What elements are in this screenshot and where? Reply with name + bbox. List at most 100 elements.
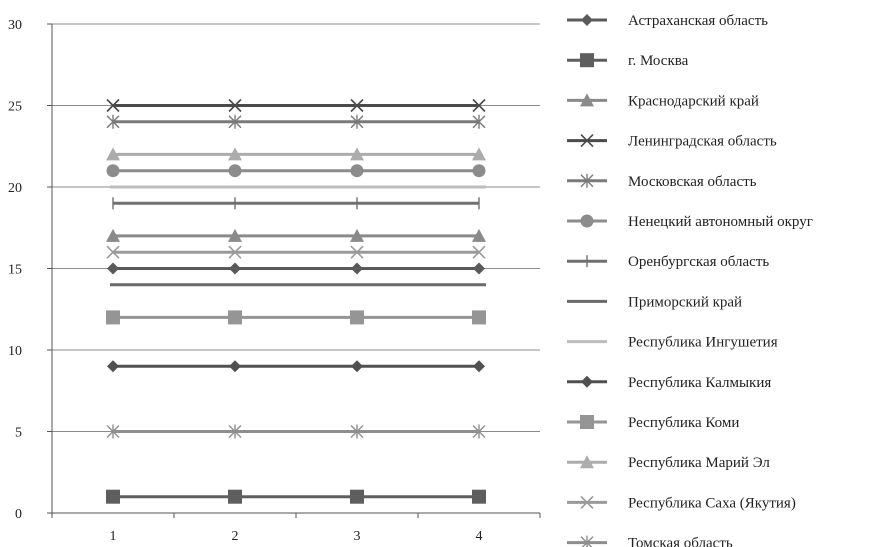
legend-entry: Московская область xyxy=(567,173,757,190)
data-point xyxy=(106,228,120,242)
legend-marker xyxy=(580,134,594,148)
legend-entry: Республика Калмыкия xyxy=(567,375,771,391)
legend-entry: Астраханская область xyxy=(567,13,768,29)
data-point xyxy=(106,164,120,178)
series-7 xyxy=(112,197,480,210)
data-point xyxy=(106,310,120,325)
legend-label: Республика Ингушетия xyxy=(628,335,778,351)
data-point xyxy=(350,245,364,259)
data-point xyxy=(106,245,120,259)
data-point xyxy=(472,228,486,242)
data-point xyxy=(107,360,119,373)
gridlines xyxy=(52,23,540,432)
series-14 xyxy=(106,424,486,439)
data-point xyxy=(472,147,486,161)
legend-entry: Приморский край xyxy=(567,294,742,310)
legend-label: Томская область xyxy=(628,536,733,547)
legend-label: Республика Калмыкия xyxy=(628,375,771,391)
data-point xyxy=(350,98,364,113)
series-5 xyxy=(106,114,486,129)
series-12 xyxy=(106,147,486,161)
legend-label: Оренбургская область xyxy=(628,254,769,270)
data-point xyxy=(350,424,364,439)
series-6 xyxy=(106,164,486,178)
legend-label: Ненецкий автономный округ xyxy=(628,214,813,230)
legend-entry: Республика Марий Эл xyxy=(567,455,770,471)
legend-entry: Краснодарский край xyxy=(567,93,759,109)
data-point xyxy=(228,424,242,439)
legend-entry: Республика Ингушетия xyxy=(567,335,778,351)
legend-entry: Томская область xyxy=(567,536,733,547)
data-point xyxy=(106,424,120,439)
data-point xyxy=(472,164,486,178)
legend-marker xyxy=(580,455,594,469)
legend-marker xyxy=(581,14,593,26)
legend: Астраханская область г. Москва Краснодарск… xyxy=(567,13,813,547)
data-point xyxy=(229,360,241,373)
series-4 xyxy=(106,98,486,113)
data-point xyxy=(350,147,364,161)
data-point xyxy=(106,489,120,504)
legend-entry: Ленинградская область xyxy=(567,134,777,150)
y-tick-label: 5 xyxy=(15,426,22,441)
legend-entry: Ненецкий автономный округ xyxy=(567,214,813,230)
data-point xyxy=(351,360,363,373)
legend-marker xyxy=(580,495,594,509)
data-point xyxy=(472,245,486,259)
legend-marker xyxy=(580,53,594,68)
series-13 xyxy=(106,245,486,259)
legend-entry: Республика Саха (Якутия) xyxy=(567,495,796,511)
series-11 xyxy=(106,310,486,325)
legend-label: Астраханская область xyxy=(628,13,768,29)
data-point xyxy=(106,114,120,129)
y-tick-label: 15 xyxy=(8,263,22,278)
data-point xyxy=(228,98,242,113)
x-tick-label: 1 xyxy=(110,529,117,544)
data-point xyxy=(228,114,242,129)
data-point xyxy=(473,360,485,373)
y-tick-label: 30 xyxy=(8,18,22,33)
legend-label: Ленинградская область xyxy=(628,134,777,150)
series-3 xyxy=(106,228,486,242)
axes: 0 5 10 15 20 25 30 1 2 3 4 xyxy=(8,18,541,544)
data-point xyxy=(472,424,486,439)
legend-marker xyxy=(581,375,593,388)
legend-marker xyxy=(580,214,594,228)
data-point xyxy=(228,245,242,259)
data-point xyxy=(472,489,486,504)
legend-label: Краснодарский край xyxy=(628,93,759,109)
data-point xyxy=(472,98,486,113)
data-point xyxy=(228,489,242,504)
series-lines xyxy=(106,98,486,504)
data-point xyxy=(350,114,364,129)
legend-label: Приморский край xyxy=(628,294,742,310)
legend-label: Республика Коми xyxy=(628,415,739,431)
legend-entry: г. Москва xyxy=(567,53,689,69)
data-point xyxy=(472,114,486,129)
series-2 xyxy=(106,489,486,504)
data-point xyxy=(228,147,242,161)
legend-marker xyxy=(580,93,594,107)
data-point xyxy=(350,310,364,325)
data-point xyxy=(229,262,241,275)
data-point xyxy=(228,164,242,178)
data-point xyxy=(350,489,364,504)
data-point xyxy=(106,147,120,161)
legend-label: Республика Саха (Якутия) xyxy=(628,495,796,511)
data-point xyxy=(350,228,364,242)
x-tick-label: 4 xyxy=(476,529,483,544)
series-1 xyxy=(107,262,485,275)
legend-marker xyxy=(580,415,594,429)
x-tick-label: 3 xyxy=(354,529,361,544)
y-tick-label: 20 xyxy=(8,181,22,196)
legend-label: Республика Марий Эл xyxy=(628,455,770,471)
data-point xyxy=(351,262,363,275)
y-tick-label: 10 xyxy=(8,344,22,359)
y-tick-label: 25 xyxy=(8,100,22,115)
data-point xyxy=(472,310,486,325)
data-point xyxy=(107,262,119,275)
legend-marker xyxy=(580,173,594,188)
data-point xyxy=(350,164,364,178)
legend-label: г. Москва xyxy=(628,53,689,69)
